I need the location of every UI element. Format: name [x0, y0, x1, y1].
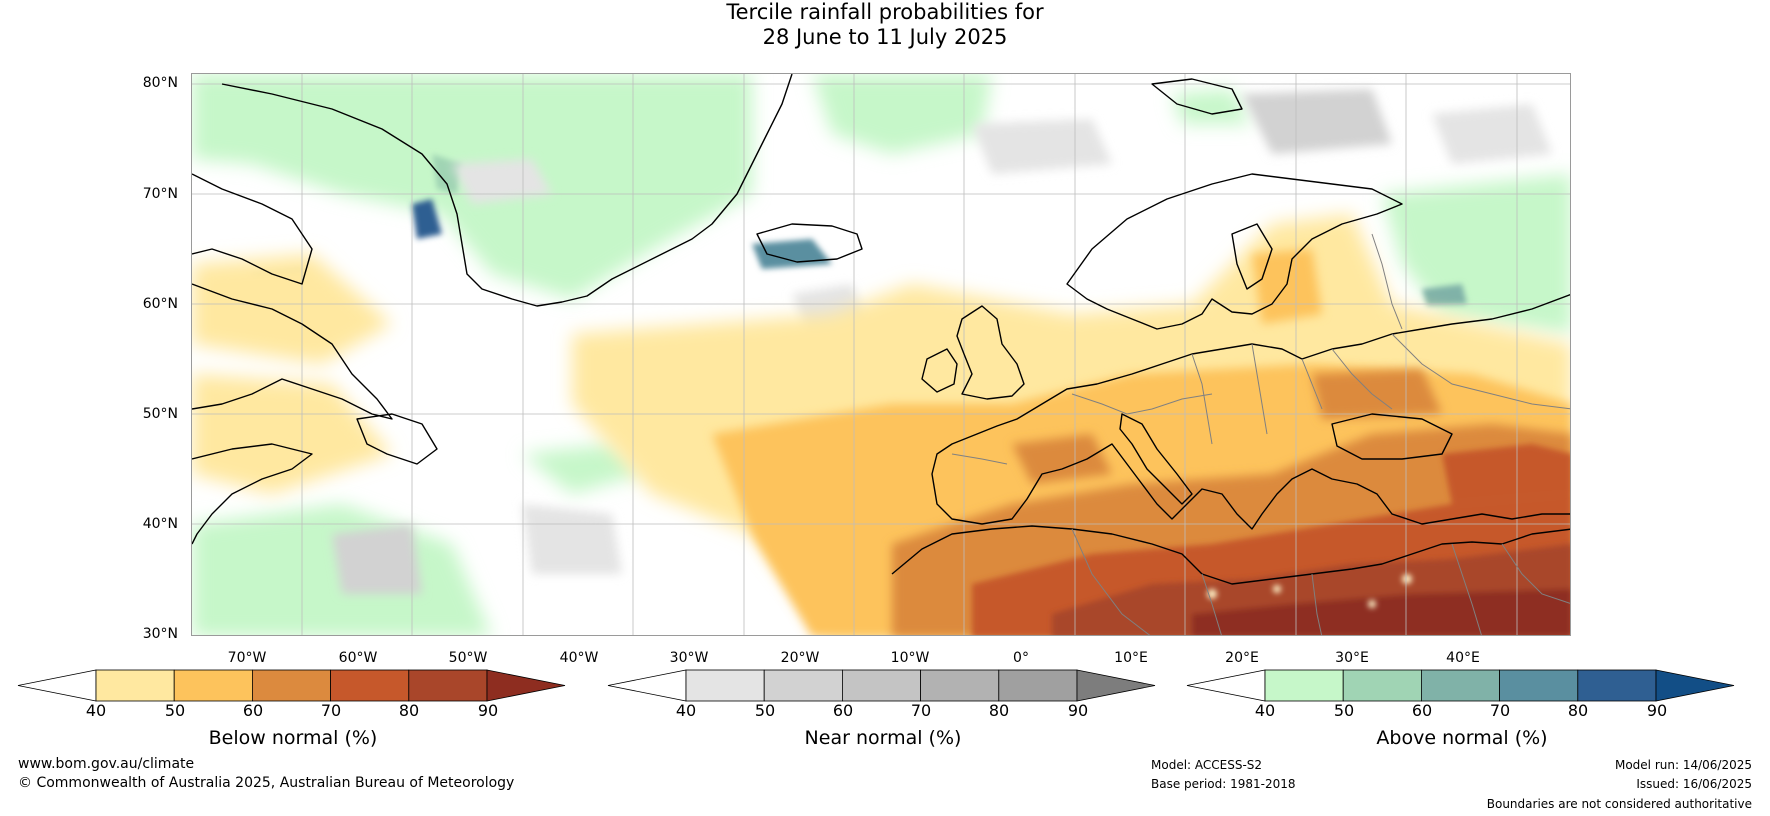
- lon-label-40w: 40°W: [559, 650, 599, 666]
- lon-label-20e: 20°E: [1225, 650, 1259, 666]
- above-colorbar-swatch-2: [1420, 669, 1500, 702]
- lon-label-50w: 50°W: [448, 650, 488, 666]
- lon-label-10e: 10°E: [1114, 650, 1148, 666]
- britain-coast: [956, 305, 1025, 400]
- above-colorbar-swatch-4: [1577, 669, 1657, 702]
- below-tick-80: 80: [398, 701, 420, 720]
- svalbard-coast: [1151, 78, 1243, 115]
- colorbar-near-normal: [607, 668, 1158, 704]
- colorbar-below-normal: [17, 668, 568, 704]
- near-tick-50: 50: [754, 701, 776, 720]
- near-colorbar-swatch-4: [998, 669, 1078, 702]
- above-colorbar-swatch-0: [1264, 669, 1344, 702]
- newfoundland-coast: [356, 413, 438, 465]
- lat-label-80n: 80°N: [142, 75, 178, 91]
- issued-date: Issued: 16/06/2025: [1636, 777, 1752, 791]
- lat-label-40n: 40°N: [142, 516, 178, 532]
- above-tick-80: 80: [1567, 701, 1589, 720]
- near-normal-label: Near normal (%): [804, 727, 962, 749]
- below-tick-90: 90: [477, 701, 499, 720]
- black-sea-coast: [1331, 413, 1453, 460]
- lon-label-0: 0°: [1013, 650, 1029, 666]
- below-colorbar-swatch-3: [330, 669, 410, 702]
- lon-label-30e: 30°E: [1335, 650, 1369, 666]
- near-colorbar-swatch-3: [920, 669, 1000, 702]
- lon-label-60w: 60°W: [338, 650, 378, 666]
- coastlines: [192, 74, 1570, 585]
- north-africa-coast: [891, 525, 1570, 585]
- above-colorbar-low-triangle: [1186, 669, 1266, 702]
- below-tick-40: 40: [85, 701, 107, 720]
- colorbar-above-normal: [1186, 668, 1737, 704]
- italy-coast: [1119, 413, 1193, 505]
- greenland-coast: [221, 74, 793, 307]
- near-colorbar-low-triangle: [607, 669, 687, 702]
- map-canvas: [192, 74, 1570, 635]
- lat-label-60n: 60°N: [142, 296, 178, 312]
- lat-label-50n: 50°N: [142, 406, 178, 422]
- colorbar-below-svg: [17, 669, 566, 702]
- below-colorbar-swatch-2: [251, 669, 331, 702]
- below-colorbar-high-triangle: [486, 669, 566, 702]
- europe-coast: [931, 294, 1570, 530]
- below-colorbar-swatch-0: [95, 669, 175, 702]
- above-tick-50: 50: [1333, 701, 1355, 720]
- lon-label-10w: 10°W: [890, 650, 930, 666]
- near-tick-60: 60: [832, 701, 854, 720]
- below-tick-60: 60: [242, 701, 264, 720]
- above-colorbar-high-triangle: [1655, 669, 1735, 702]
- above-colorbar-swatch-3: [1499, 669, 1579, 702]
- below-colorbar-low-triangle: [17, 669, 97, 702]
- near-colorbar-swatch-0: [685, 669, 765, 702]
- ireland-coast: [921, 348, 958, 393]
- near-colorbar-swatch-1: [763, 669, 843, 702]
- below-colorbar-swatch-4: [408, 669, 488, 702]
- model-name: Model: ACCESS-S2: [1151, 758, 1263, 772]
- map-gridlines: [192, 74, 1570, 635]
- near-tick-90: 90: [1067, 701, 1089, 720]
- baffin-coast: [192, 173, 313, 285]
- bothnia-coast: [1231, 223, 1273, 290]
- near-colorbar-swatch-2: [841, 669, 921, 702]
- lon-label-30w: 30°W: [669, 650, 709, 666]
- near-tick-80: 80: [988, 701, 1010, 720]
- copyright-text: © Commonwealth of Australia 2025, Austra…: [18, 775, 515, 791]
- boundary-disclaimer: Boundaries are not considered authoritat…: [1486, 797, 1752, 811]
- above-colorbar-swatch-1: [1342, 669, 1422, 702]
- lon-label-20w: 20°W: [780, 650, 820, 666]
- rainfall-map: [191, 73, 1571, 636]
- near-tick-40: 40: [675, 701, 697, 720]
- below-tick-70: 70: [320, 701, 342, 720]
- model-run-date: Model run: 14/06/2025: [1614, 758, 1752, 772]
- below-colorbar-swatch-1: [173, 669, 253, 702]
- above-normal-label: Above normal (%): [1376, 727, 1548, 749]
- above-tick-60: 60: [1411, 701, 1433, 720]
- website-link[interactable]: www.bom.gov.au/climate: [18, 756, 195, 772]
- map-title: Tercile rainfall probabilities for 28 Ju…: [0, 0, 1770, 50]
- lat-label-70n: 70°N: [142, 186, 178, 202]
- above-tick-90: 90: [1646, 701, 1668, 720]
- country-borders: [951, 233, 1570, 635]
- above-tick-70: 70: [1489, 701, 1511, 720]
- below-tick-50: 50: [164, 701, 186, 720]
- below-normal-extreme: [1052, 544, 1570, 635]
- above-tick-40: 40: [1254, 701, 1276, 720]
- title-line-1: Tercile rainfall probabilities for: [726, 0, 1044, 24]
- lat-label-30n: 30°N: [142, 626, 178, 642]
- below-normal-label: Below normal (%): [208, 727, 378, 749]
- lon-label-70w: 70°W: [227, 650, 267, 666]
- near-white-spots: [1207, 574, 1412, 608]
- scandinavia-coast: [1066, 173, 1403, 330]
- nova-scotia-coast: [192, 443, 313, 545]
- colorbar-near-svg: [607, 669, 1156, 702]
- title-line-2: 28 June to 11 July 2025: [762, 25, 1008, 49]
- iceland-coast: [756, 223, 863, 263]
- base-period: Base period: 1981-2018: [1151, 777, 1296, 791]
- colorbar-above-svg: [1186, 669, 1735, 702]
- lon-label-40e: 40°E: [1446, 650, 1480, 666]
- labrador-coast: [192, 283, 393, 420]
- near-tick-70: 70: [910, 701, 932, 720]
- near-colorbar-high-triangle: [1076, 669, 1156, 702]
